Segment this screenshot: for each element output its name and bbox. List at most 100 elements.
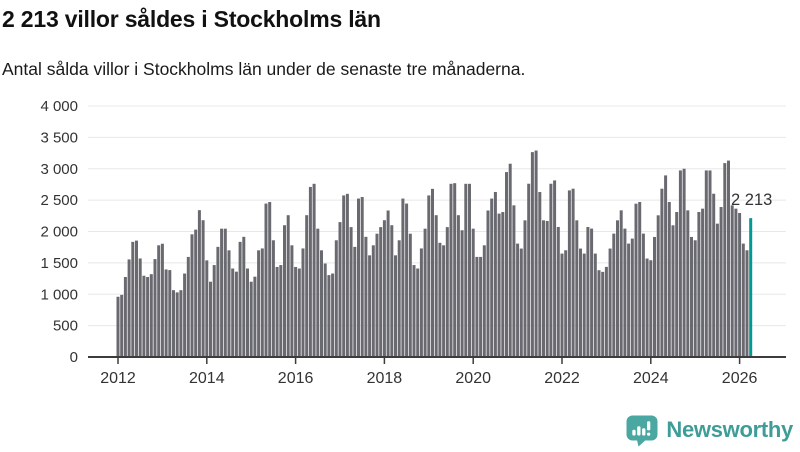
bar: [323, 263, 327, 357]
bar: [516, 243, 520, 357]
bar: [475, 256, 479, 357]
bar: [123, 276, 127, 357]
y-tick-label: 1 500: [40, 255, 78, 272]
bar: [172, 290, 175, 357]
bar: [149, 274, 153, 357]
bar: [116, 296, 120, 357]
bar: [408, 233, 412, 357]
bar: [627, 243, 631, 357]
bar: [664, 175, 668, 357]
bar: [730, 205, 734, 357]
bar: [257, 250, 261, 357]
bar: [619, 210, 623, 357]
bar: [397, 240, 401, 357]
y-tick-label: 2 000: [40, 224, 78, 241]
mini-bar-chart-glyph: [632, 420, 651, 436]
bar: [449, 183, 453, 357]
bar: [146, 276, 150, 357]
bar: [127, 259, 131, 357]
bar: [471, 228, 475, 357]
bar: [312, 183, 316, 357]
bar: [708, 170, 712, 357]
bar: [401, 198, 405, 357]
bar: [286, 215, 290, 357]
bar: [205, 260, 209, 357]
bar: [693, 240, 697, 357]
bar: [719, 207, 723, 357]
bar: [723, 163, 727, 357]
bar: [567, 190, 571, 357]
y-axis-labels: 0 500 1 000 1 500 2 000 2 500 3 000 3 500 4 000: [40, 98, 78, 366]
bar: [508, 163, 512, 357]
bar: [194, 229, 198, 357]
bar: [490, 198, 494, 357]
bar: [271, 240, 275, 357]
bar: [138, 258, 142, 357]
bar: [434, 215, 438, 357]
bar: [479, 256, 483, 357]
bar: [345, 193, 349, 357]
bar: [464, 183, 468, 357]
bar: [597, 270, 601, 357]
bar: [238, 241, 242, 357]
bar: [445, 227, 449, 357]
bar: [283, 225, 286, 357]
bar: [649, 260, 653, 357]
bar: [564, 250, 568, 357]
bar: [501, 212, 505, 357]
brand-name: Newsworthy: [666, 417, 793, 442]
bar: [246, 268, 249, 357]
bar: [423, 228, 427, 357]
bar: [582, 253, 586, 357]
bar: [405, 203, 409, 357]
bar: [486, 210, 490, 357]
x-axis-ticks: [117, 358, 741, 364]
bar: [697, 211, 701, 357]
bar: [715, 223, 719, 357]
bar: [157, 245, 161, 357]
bar: [505, 172, 508, 357]
bar: [738, 212, 742, 357]
bar: [690, 236, 693, 357]
bar: [416, 268, 420, 357]
bar: [201, 220, 205, 357]
bar: [556, 226, 560, 357]
bar: [453, 183, 457, 357]
y-tick-label: 3 000: [40, 161, 78, 178]
bar: [512, 205, 516, 357]
bar: [701, 208, 705, 357]
bar: [593, 253, 597, 357]
bar: [320, 250, 323, 357]
bar: [641, 233, 645, 357]
bar: [612, 233, 616, 357]
bar: [608, 248, 612, 357]
x-axis-labels: 2012 2014 2016 2018 2020 2022 2024 2026: [100, 370, 757, 387]
bar: [368, 255, 372, 357]
bar: [675, 211, 679, 357]
bar: [331, 273, 335, 357]
bar: [183, 273, 187, 357]
x-tick-label: 2012: [100, 370, 136, 387]
bar-chart-svg: 0 500 1 000 1 500 2 000 2 500 3 000 3 500 4 000 2…: [40, 98, 786, 387]
x-tick-label: 2024: [633, 370, 669, 387]
bar: [268, 202, 272, 357]
bar: [678, 170, 682, 357]
y-tick-label: 1 000: [40, 286, 78, 303]
bar: [527, 183, 531, 357]
chart-subtitle: Antal sålda villor i Stockholms län unde…: [2, 59, 526, 79]
bar: [638, 202, 642, 357]
bar: [186, 256, 190, 357]
y-tick-label: 500: [53, 318, 78, 335]
bar: [579, 248, 582, 357]
bar: [727, 160, 730, 357]
bar: [371, 245, 375, 357]
bar: [234, 271, 238, 357]
bar: [179, 290, 183, 357]
speech-bubble-shape: [626, 415, 658, 446]
bar: [745, 250, 749, 357]
x-tick-label: 2016: [278, 370, 314, 387]
bar: [338, 222, 342, 357]
highlighted-bar: [749, 218, 753, 357]
bar: [360, 196, 364, 357]
bar: [386, 210, 390, 357]
